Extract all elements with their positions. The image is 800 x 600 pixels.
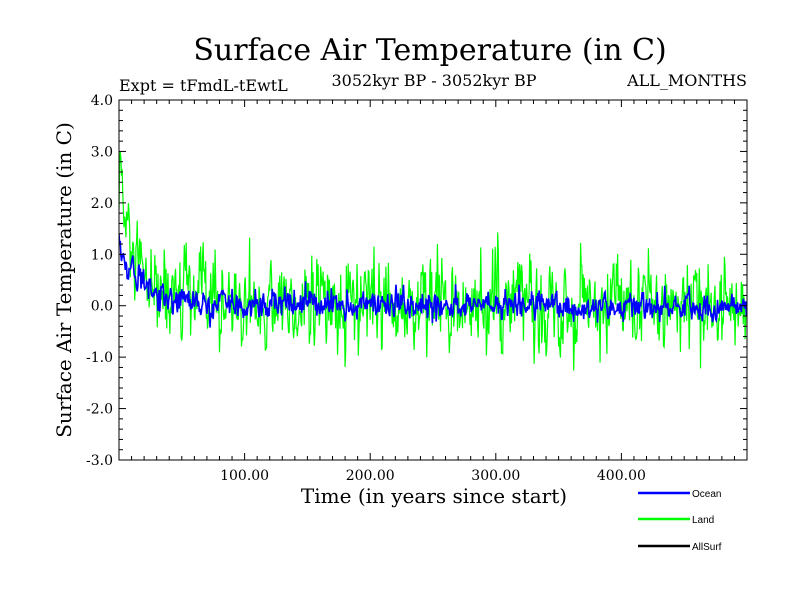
chart-title: Surface Air Temperature (in C) [193, 33, 666, 68]
y-tick-label: -2.0 [86, 402, 113, 418]
y-tick-label: 0.0 [91, 299, 113, 315]
plot-lines [119, 151, 747, 371]
y-tick-label: -1.0 [86, 350, 113, 366]
y-tick-label: -3.0 [86, 453, 113, 469]
x-tick-label: 300.00 [471, 468, 520, 484]
y-tick-label: 1.0 [91, 247, 113, 263]
series-line-land [119, 151, 747, 371]
x-axis-label: Time (in years since start) [301, 484, 567, 508]
x-tick-label: 200.00 [346, 468, 395, 484]
y-axis-label: Surface Air Temperature (in C) [52, 122, 76, 438]
legend-label-allsurf: AllSurf [692, 542, 722, 553]
legend-label-land: Land [692, 515, 714, 526]
series-line-ocean [119, 233, 747, 328]
legend-label-ocean: Ocean [692, 489, 721, 500]
axis-tick-labels: 4.0 3.0 2.0 1.0 0.0 -1.0 -2.0 -3.0 100.00 200.00 3… [86, 93, 646, 484]
x-tick-label: 400.00 [597, 468, 646, 484]
y-tick-label: 2.0 [91, 196, 113, 212]
expt-label: Expt = tFmdL-tEwtL [119, 76, 288, 95]
axis-ticks [119, 99, 747, 461]
period-label: 3052kyr BP - 3052kyr BP [332, 71, 537, 90]
y-tick-label: 4.0 [91, 93, 113, 109]
x-tick-label: 100.00 [220, 468, 269, 484]
months-label: ALL_MONTHS [626, 71, 747, 90]
y-tick-label: 3.0 [91, 144, 113, 160]
legend: Ocean Land AllSurf [638, 489, 722, 553]
